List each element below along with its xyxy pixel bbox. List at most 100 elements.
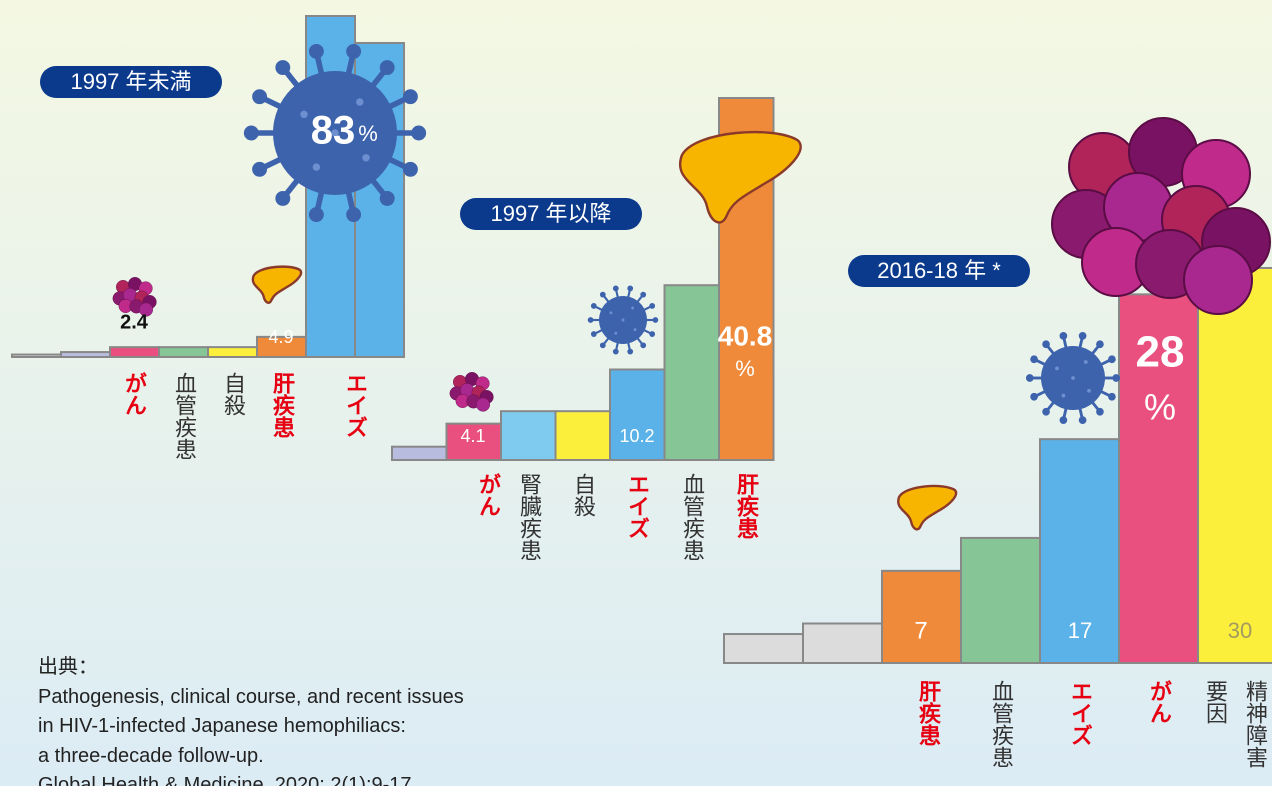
- virus-tip: [1042, 340, 1050, 348]
- category-label: 血管疾患: [981, 680, 1021, 768]
- category-label: エイズ: [1060, 680, 1100, 746]
- bar: [61, 352, 110, 357]
- virus-tip: [600, 292, 606, 298]
- virus-tip: [1079, 416, 1087, 424]
- category-label: エイズ: [335, 372, 375, 438]
- liver-icon: [898, 486, 956, 529]
- bar: [110, 347, 159, 357]
- value-label: 30: [1228, 618, 1252, 643]
- bar: [501, 411, 556, 460]
- virus-dot: [356, 98, 363, 105]
- virus-tip: [613, 286, 619, 292]
- virus-dot: [362, 154, 369, 161]
- virus-tip: [1108, 393, 1116, 401]
- chart-title: 2016-18 年 *: [877, 258, 1001, 283]
- bar: [1198, 268, 1272, 663]
- value-unit: %: [358, 121, 378, 146]
- virus-dot: [1084, 360, 1088, 364]
- virus-tip: [627, 349, 633, 355]
- virus-tip: [627, 286, 633, 292]
- virus-tip: [244, 126, 259, 141]
- virus-tip: [346, 207, 361, 222]
- category-label: 肝疾患: [262, 372, 302, 438]
- virus-tip: [600, 342, 606, 348]
- source-line: in HIV-1-infected Japanese hemophiliacs:: [38, 712, 464, 742]
- virus-dot: [631, 307, 634, 310]
- virus-tip: [588, 317, 594, 323]
- bar: [12, 355, 61, 357]
- bar: [665, 285, 720, 460]
- chart-title: 1997 年以降: [490, 201, 611, 226]
- category-label: 血管疾患: [672, 473, 712, 561]
- virus-tip: [1060, 332, 1068, 340]
- virus-tip: [1042, 408, 1050, 416]
- virus-tip: [309, 207, 324, 222]
- source-line: a three-decade follow-up.: [38, 742, 464, 772]
- category-label: 自殺: [213, 372, 253, 416]
- source-heading: 出典：: [38, 653, 464, 683]
- value-label: 4.1: [460, 426, 485, 446]
- chart-title: 1997 年未満: [70, 69, 191, 94]
- virus-tip: [613, 349, 619, 355]
- virus-tip: [403, 162, 418, 177]
- virus-tip: [275, 191, 290, 206]
- virus-tip: [1030, 393, 1038, 401]
- virus-tip: [649, 331, 655, 337]
- category-label: がん: [114, 372, 154, 416]
- value-label: 2.4: [120, 311, 149, 333]
- value-label: 40.8: [718, 320, 773, 351]
- bar: [961, 538, 1040, 663]
- virus-dot: [610, 311, 613, 314]
- value-label: 7: [914, 617, 927, 644]
- cancer-cell: [476, 398, 490, 412]
- virus-tip: [1026, 374, 1034, 382]
- category-label: 精神障害要因: [1195, 680, 1272, 772]
- virus-icon: [1026, 332, 1120, 424]
- infographic: 1997 年未満 2.4 4.9 83% 1997 年以降 4.1 10.2 40.8% 201…: [0, 0, 1272, 786]
- value-unit: %: [1144, 387, 1176, 428]
- virus-tip: [346, 44, 361, 59]
- bar: [803, 624, 882, 664]
- bar: [610, 370, 665, 461]
- virus-tip: [252, 162, 267, 177]
- virus-dot: [634, 328, 637, 331]
- virus-tip: [411, 126, 426, 141]
- virus-tip: [640, 342, 646, 348]
- cancer-icon: [450, 372, 494, 411]
- virus-tip: [591, 331, 597, 337]
- category-label: 血管疾患: [164, 372, 204, 460]
- virus-tip: [653, 317, 659, 323]
- bar: [392, 447, 447, 460]
- bar: [208, 347, 257, 357]
- bar: [159, 347, 208, 357]
- value-label: 17: [1068, 618, 1092, 643]
- virus-tip: [1096, 340, 1104, 348]
- virus-tip: [275, 60, 290, 75]
- virus-dot: [300, 111, 307, 118]
- virus-tip: [403, 89, 418, 104]
- virus-tip: [380, 191, 395, 206]
- bar: [724, 634, 803, 663]
- bar: [556, 411, 611, 460]
- virus-dot: [1061, 394, 1065, 398]
- virus-tip: [252, 89, 267, 104]
- cancer-icon: [1052, 118, 1270, 314]
- source-block: 出典： Pathogenesis, clinical course, and r…: [38, 653, 464, 786]
- virus-dot: [1087, 389, 1091, 393]
- virus-tip: [1108, 355, 1116, 363]
- source-line: Global Health & Medicine. 2020; 2(1):9-1…: [38, 771, 464, 786]
- virus-tip: [591, 303, 597, 309]
- virus-tip: [380, 60, 395, 75]
- source-line: Pathogenesis, clinical course, and recen…: [38, 683, 464, 713]
- value-label: 28: [1136, 328, 1185, 377]
- value-label: 83: [311, 109, 356, 153]
- value-label: 4.9: [268, 327, 293, 347]
- category-label: がん: [468, 473, 508, 517]
- category-label: エイズ: [617, 473, 657, 539]
- category-label: 腎臓疾患: [509, 473, 549, 561]
- category-label: 肝疾患: [726, 473, 766, 539]
- category-label: 肝疾患: [908, 680, 948, 746]
- virus-tip: [640, 292, 646, 298]
- value-label: 10.2: [619, 426, 654, 446]
- virus-dot: [313, 163, 320, 170]
